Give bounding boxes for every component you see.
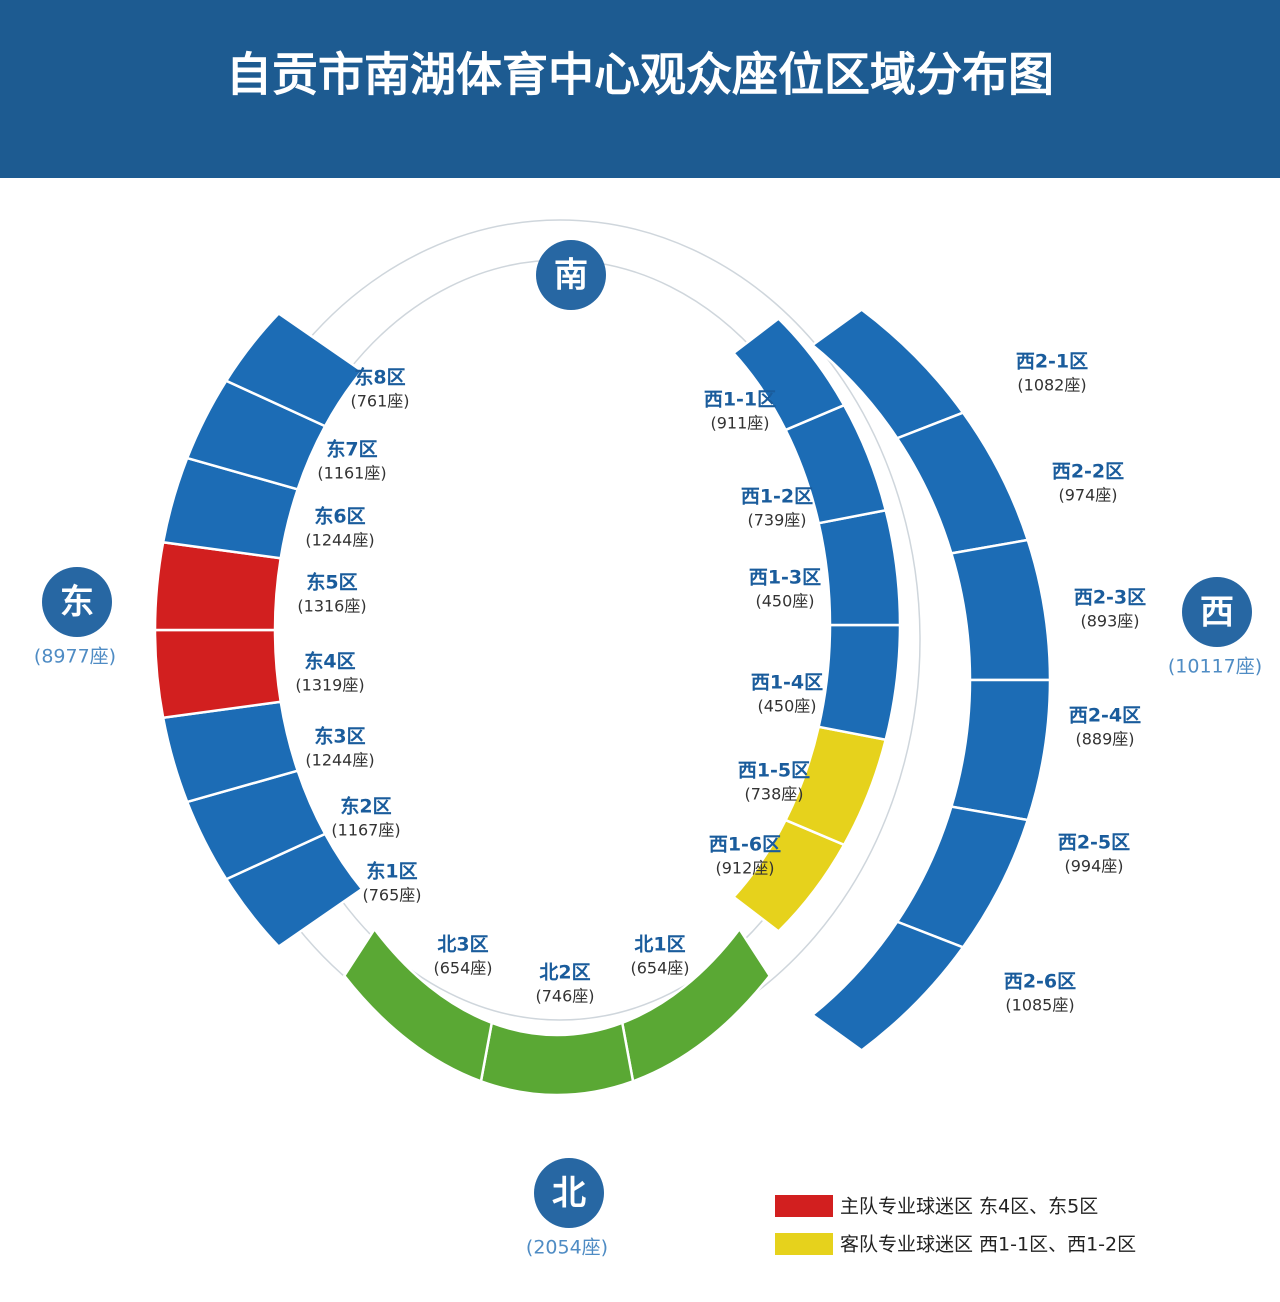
legend-label: 客队专业球迷区 西1-1区、西1-2区 [840, 1234, 1136, 1256]
direction-label: 南 [554, 256, 588, 296]
seat-section [731, 316, 846, 432]
section-name: 西1-6区 [709, 834, 781, 856]
seat-section [895, 411, 1030, 555]
section-seats: (1161座) [317, 464, 386, 483]
section-name: 西2-6区 [1004, 971, 1076, 993]
section-name: 北1区 [634, 934, 685, 956]
seat-section [153, 628, 283, 720]
direction-badge [42, 567, 112, 637]
section-name: 西1-3区 [749, 567, 821, 589]
section-name: 西2-4区 [1069, 705, 1141, 727]
section-seats: (450座) [757, 697, 816, 716]
section-name: 西1-2区 [741, 486, 813, 508]
section-name: 东8区 [354, 366, 405, 389]
section-name: 西1-5区 [738, 760, 810, 782]
direction-seats: (2054座) [526, 1237, 608, 1259]
section-name: 西2-3区 [1074, 587, 1146, 609]
seat-section [783, 403, 888, 525]
seat-section [949, 678, 1052, 822]
seat-section [895, 805, 1030, 949]
section-seats: (889座) [1075, 730, 1134, 749]
section-seats: (1167座) [331, 821, 400, 840]
seat-section [479, 1021, 635, 1097]
section-seats: (1316座) [297, 597, 366, 616]
section-name: 西1-4区 [751, 672, 823, 694]
direction-badge [536, 240, 606, 310]
section-seats: (765座) [362, 886, 421, 905]
seat-section [949, 538, 1052, 682]
direction-label: 西 [1200, 593, 1234, 633]
section-seats: (654座) [630, 959, 689, 978]
section-seats: (654座) [433, 959, 492, 978]
section-name: 西2-2区 [1052, 461, 1124, 483]
section-name: 东7区 [326, 438, 377, 461]
seat-section [342, 926, 494, 1083]
section-name: 西1-1区 [704, 389, 776, 411]
legend-swatch [775, 1233, 833, 1255]
section-name: 北2区 [539, 962, 590, 984]
section-seats: (1244座) [305, 531, 374, 550]
section-seats: (893座) [1080, 612, 1139, 631]
section-seats: (1244座) [305, 751, 374, 770]
direction-seats: (10117座) [1168, 656, 1262, 678]
section-seats: (761座) [350, 392, 409, 411]
seat-section [817, 508, 902, 627]
section-name: 东1区 [366, 860, 417, 883]
section-name: 东4区 [304, 650, 355, 673]
legend-label: 主队专业球迷区 东4区、东5区 [840, 1196, 1098, 1218]
direction-seats: (8977座) [34, 646, 116, 668]
section-name: 西2-1区 [1016, 351, 1088, 373]
section-name: 北3区 [437, 934, 488, 956]
labels: 东1区 (765座) 东2区 (1167座) 东3区 (1244座) 东4区 (1319座) 东… [34, 240, 1262, 1259]
section-seats: (974座) [1058, 486, 1117, 505]
direction-label: 北 [552, 1174, 586, 1214]
section-name: 西2-5区 [1058, 832, 1130, 854]
seat-section [731, 818, 846, 934]
title: 自贡市南湖体育中心观众座位区域分布图 [226, 48, 1054, 102]
header-band [0, 0, 1280, 178]
section-name: 东3区 [314, 725, 365, 748]
direction-label: 东 [60, 583, 94, 623]
seat-section [810, 920, 965, 1052]
seat-section [783, 725, 888, 847]
section-name: 东6区 [314, 505, 365, 528]
direction-badge [1182, 577, 1252, 647]
seat-section [224, 311, 364, 428]
seat-section [817, 623, 902, 742]
section-seats: (1085座) [1005, 996, 1074, 1015]
section-seats: (738座) [744, 785, 803, 804]
sections [153, 308, 1052, 1097]
section-name: 东2区 [340, 795, 391, 818]
section-name: 东5区 [306, 571, 357, 594]
section-seats: (911座) [710, 414, 769, 433]
section-seats: (912座) [715, 859, 774, 878]
section-seats: (739座) [747, 511, 806, 530]
section-seats: (1319座) [295, 676, 364, 695]
legend-swatch [775, 1195, 833, 1217]
direction-badge [534, 1158, 604, 1228]
section-seats: (746座) [535, 987, 594, 1006]
section-seats: (1082座) [1017, 376, 1086, 395]
section-seats: (450座) [755, 592, 814, 611]
section-seats: (994座) [1064, 857, 1123, 876]
